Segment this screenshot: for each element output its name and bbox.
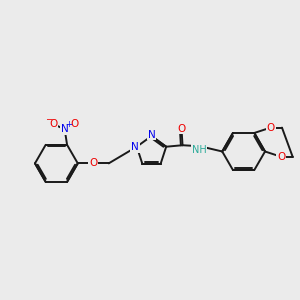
Text: O: O [70,119,78,129]
Text: O: O [178,124,186,134]
Text: N: N [148,130,155,140]
Text: O: O [49,119,58,129]
Text: O: O [89,158,98,168]
Text: O: O [277,152,286,162]
Text: −: − [45,115,52,124]
Text: N: N [61,124,69,134]
Text: NH: NH [192,145,207,155]
Text: +: + [65,120,72,129]
Text: O: O [266,123,275,133]
Text: N: N [131,142,139,152]
